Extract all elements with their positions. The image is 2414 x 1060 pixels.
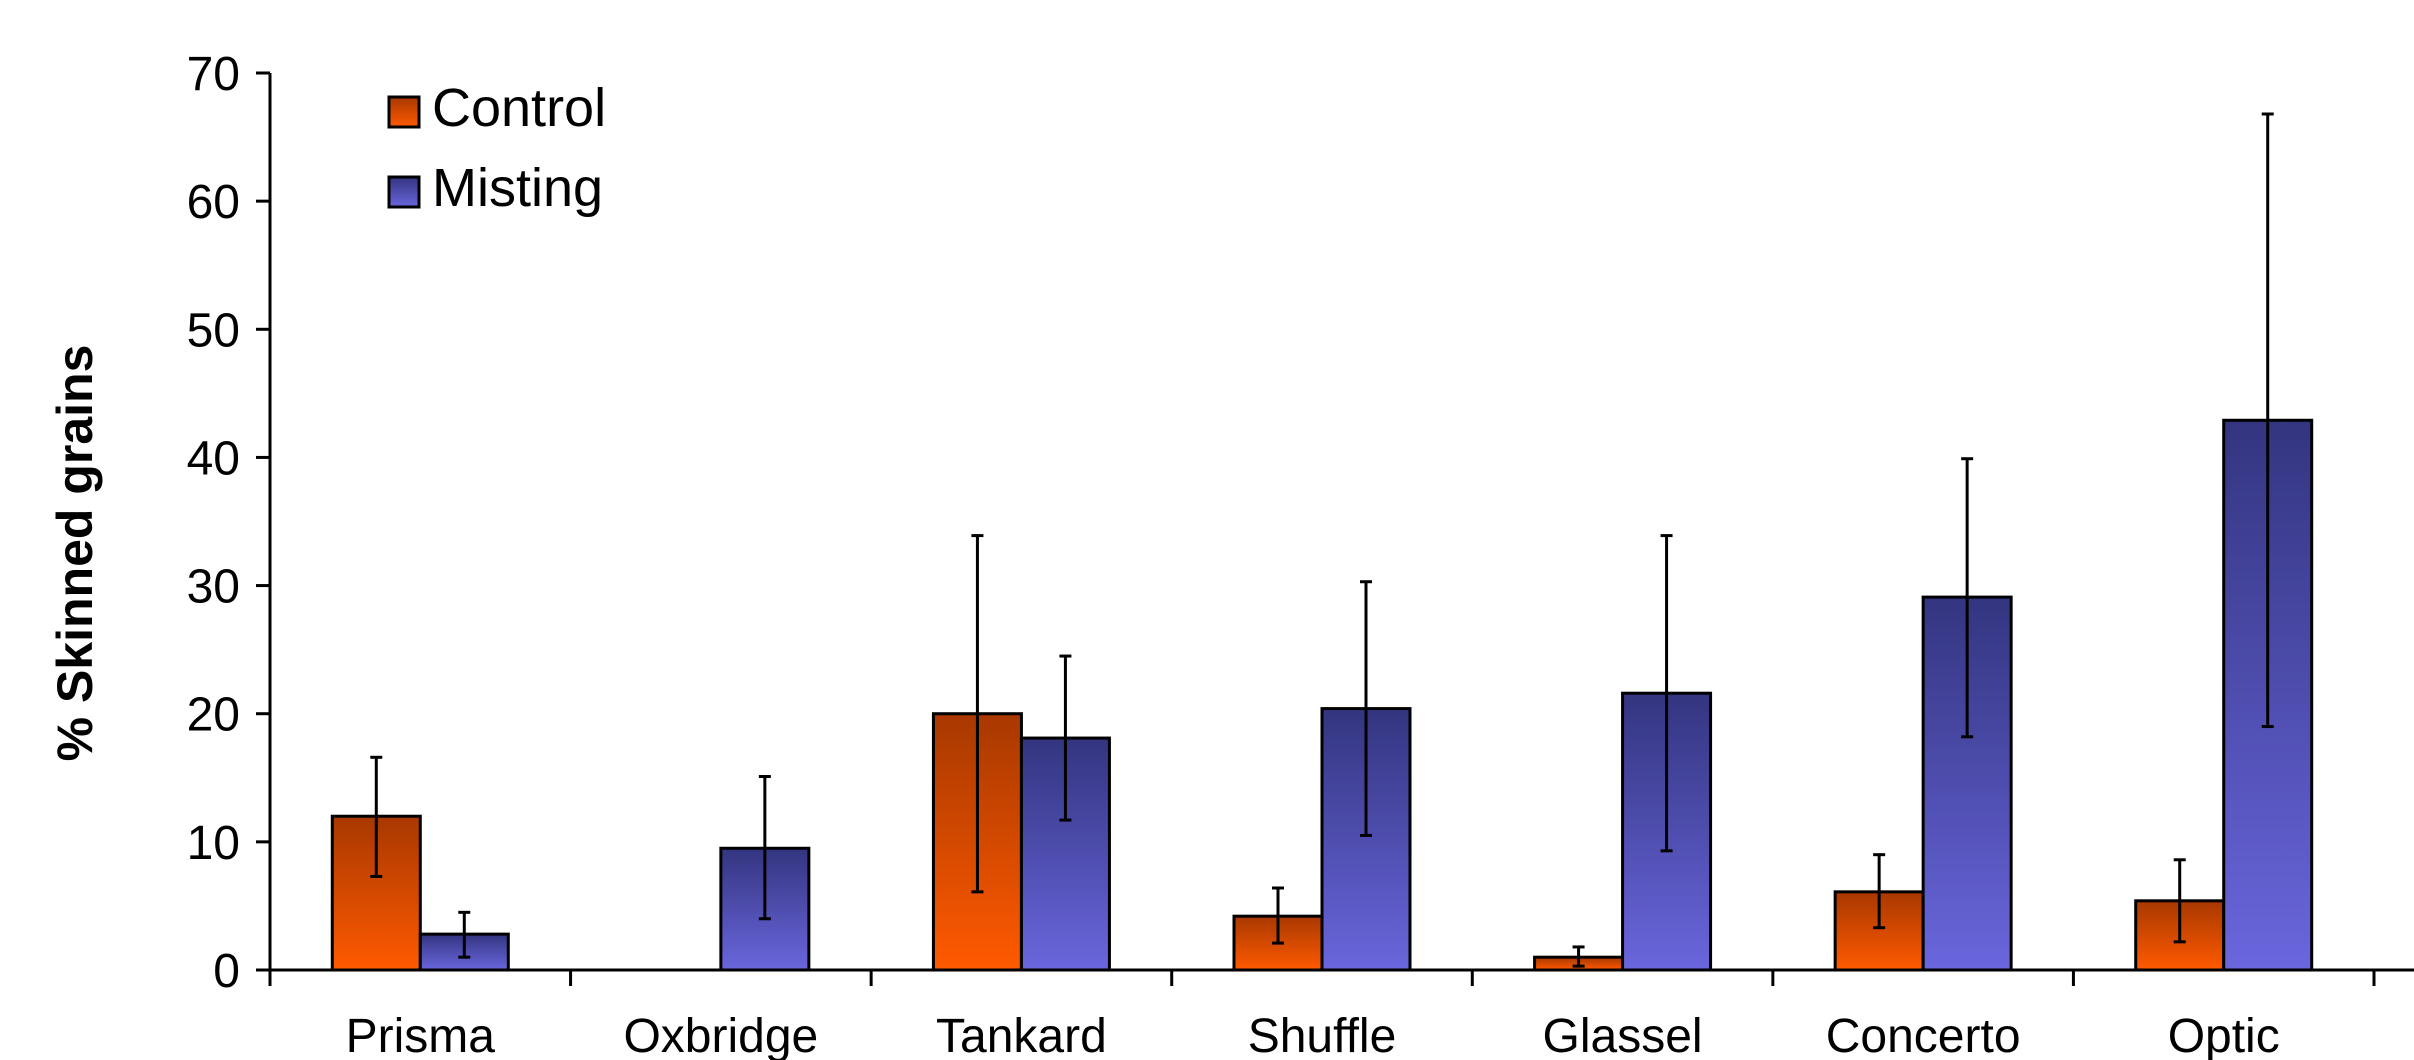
x-tick-label: Prisma bbox=[346, 1010, 496, 1060]
bars-group bbox=[330, 418, 2314, 972]
x-tick-label: Concerto bbox=[1826, 1010, 2021, 1060]
y-tick-label: 0 bbox=[213, 945, 240, 998]
y-axis-label: % Skinned grains bbox=[47, 345, 103, 762]
x-axis: Prisma Oxbridge Tankard Shuffle Glassel Conce… bbox=[268, 968, 2414, 1060]
legend-label-control: Control bbox=[432, 78, 606, 138]
legend-label-misting: Misting bbox=[432, 158, 603, 218]
x-tick-label: Glassel bbox=[1543, 1010, 1703, 1060]
legend-swatch-control bbox=[387, 95, 421, 129]
y-tick-label: 20 bbox=[187, 689, 240, 742]
y-tick-label: 70 bbox=[187, 48, 240, 101]
y-axis: 0 10 20 30 40 50 60 70 bbox=[187, 48, 272, 998]
x-tick-label: Optic bbox=[2168, 1010, 2280, 1060]
y-tick-label: 60 bbox=[187, 176, 240, 229]
legend: Control Misting bbox=[387, 78, 606, 218]
y-tick-label: 50 bbox=[187, 304, 240, 357]
x-tick-label: Tankard bbox=[936, 1010, 1107, 1060]
legend-swatch-misting bbox=[387, 175, 421, 209]
x-tick-label: Shuffle bbox=[1248, 1010, 1397, 1060]
bar-misting bbox=[418, 932, 510, 972]
y-tick-label: 10 bbox=[187, 817, 240, 870]
x-tick-label: Oxbridge bbox=[623, 1010, 818, 1060]
y-tick-label: 30 bbox=[187, 561, 240, 614]
error-bars-group bbox=[370, 112, 2274, 968]
y-tick-label: 40 bbox=[187, 432, 240, 485]
